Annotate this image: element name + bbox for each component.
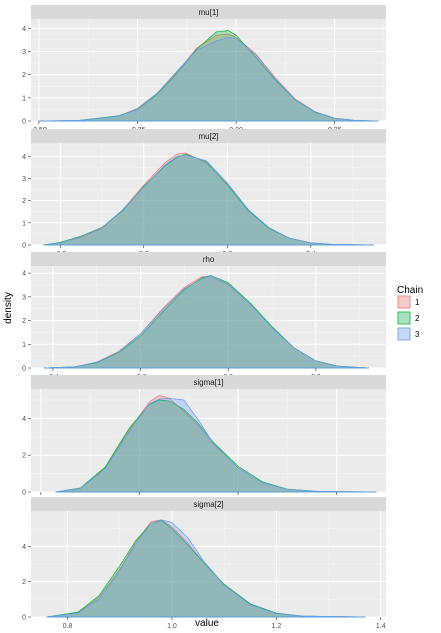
x-tick-label: 1.4 xyxy=(376,623,386,630)
panel-background xyxy=(31,143,386,245)
facet-panel: mu[1]-0.50-0.250.000.2501234 xyxy=(22,5,386,134)
y-tick-label: 2 xyxy=(22,72,26,79)
y-axis-label: density xyxy=(3,292,14,324)
facet-strip xyxy=(31,129,386,143)
legend-label: 3 xyxy=(415,330,420,339)
y-tick-label: 4 xyxy=(22,154,26,161)
legend-label: 2 xyxy=(415,314,420,323)
legend-key-background xyxy=(397,327,411,341)
facet-strip xyxy=(31,497,386,511)
y-tick-label: 0 xyxy=(22,366,26,373)
y-tick-label: 2 xyxy=(22,198,26,205)
y-tick-label: 4 xyxy=(22,544,26,551)
y-tick-label: 2 xyxy=(22,579,26,586)
x-tick-label: 1.0 xyxy=(167,623,177,630)
facet-panel: sigma[2] 0.8 1.0 1.2 1.4 0 2 4 xyxy=(22,497,386,630)
facet-panels: mu[1]-0.50-0.250.000.2501234mu[2]-0.20.0… xyxy=(22,5,386,630)
facet-strip-label: mu[1] xyxy=(198,8,218,17)
facet-strip-label: mu[2] xyxy=(198,132,218,141)
facet-strip xyxy=(31,375,386,389)
y-tick-label: 3 xyxy=(22,49,26,56)
density-area-chain-3 xyxy=(46,519,366,618)
y-tick-label: 3 xyxy=(22,294,26,301)
y-tick-label: 4 xyxy=(22,271,26,278)
facet-strip-label: sigma[1] xyxy=(193,378,223,387)
facet-strip-label: rho xyxy=(203,255,215,264)
panel-background xyxy=(31,266,386,368)
facet-panel: mu[2]-0.20.00.20.401234 xyxy=(22,129,386,258)
legend: Chain 1 2 3 xyxy=(397,285,423,341)
legend-swatch xyxy=(397,295,411,309)
y-tick-label: 2 xyxy=(22,453,26,460)
y-tick-label: 0 xyxy=(22,119,26,126)
facet-strip xyxy=(31,5,386,19)
y-tick-label: 4 xyxy=(22,26,26,33)
y-tick-label: 0 xyxy=(22,490,26,497)
legend-title: Chain xyxy=(397,285,423,296)
legend-key-background xyxy=(397,311,411,325)
density-area-chain-3 xyxy=(43,275,369,369)
facet-strip-label: sigma[2] xyxy=(193,500,223,509)
x-axis-label: value xyxy=(195,618,219,629)
legend-label: 1 xyxy=(415,298,420,307)
panel-background xyxy=(31,19,386,121)
y-tick-label: 2 xyxy=(22,318,26,325)
facet-strip xyxy=(31,252,386,266)
density-area-chain-3 xyxy=(38,37,379,122)
x-tick-label: 1.2 xyxy=(272,623,282,630)
legend-swatch xyxy=(397,327,411,341)
y-tick-label: 1 xyxy=(22,95,26,102)
y-tick-label: 1 xyxy=(22,342,26,349)
y-tick-label: 4 xyxy=(22,416,26,423)
y-tick-label: 0 xyxy=(22,615,26,622)
y-tick-label: 3 xyxy=(22,176,26,183)
density-area-chain-3 xyxy=(43,154,374,246)
legend-swatch xyxy=(397,311,411,325)
density-area-chain-3 xyxy=(55,397,377,493)
legend-key-background xyxy=(397,295,411,309)
y-tick-label: 0 xyxy=(22,243,26,250)
y-tick-label: 1 xyxy=(22,220,26,227)
x-tick-label: 0.8 xyxy=(63,623,73,630)
facet-panel: rho-0.4-0.20.00.201234 xyxy=(22,252,386,381)
